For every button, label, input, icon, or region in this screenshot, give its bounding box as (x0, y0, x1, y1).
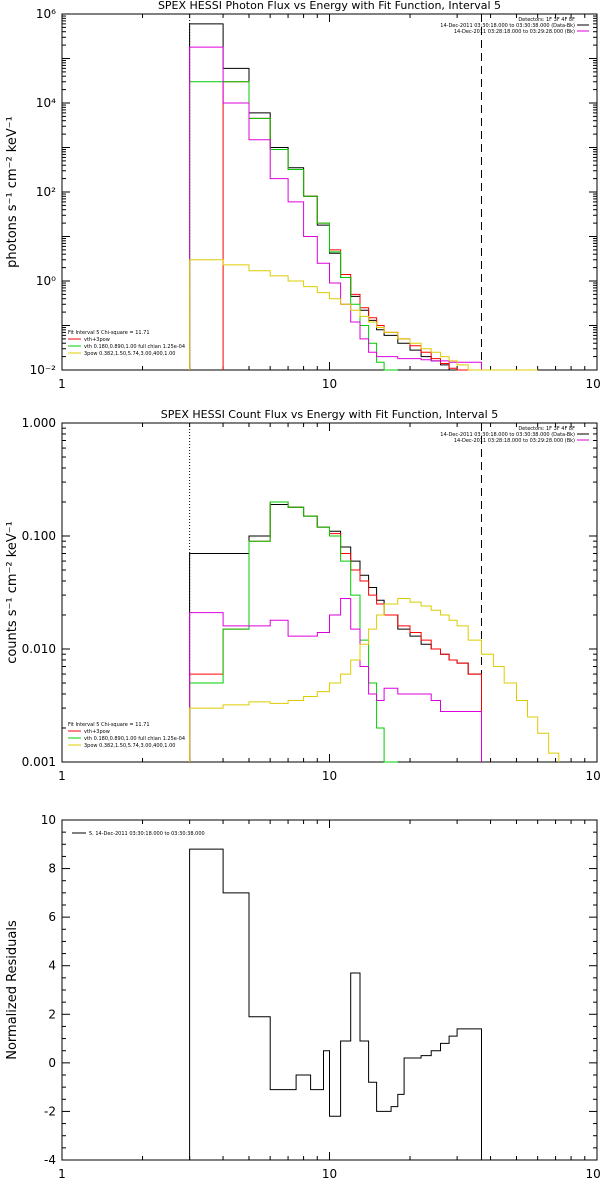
chart-2-legend-top-item: Detectors: 1F 3F 4F 8F (518, 426, 575, 432)
chart-1-legend-top-item: Detectors: 1F 3F 4F 8F (518, 17, 575, 23)
chart-2-legend-bottom-item: vth 0.180,0.890,1.00 full chian 1.25e-04 (84, 736, 185, 742)
chart-1-series-5 (189, 259, 538, 371)
chart-1-legend-bottom-item: vth+3pow (84, 337, 110, 343)
chart-2-xtick-label: 10 (322, 769, 337, 783)
chart-3-xtick-label: 100 (586, 1167, 600, 1181)
chart-1-ytick-label: 10² (36, 185, 56, 199)
chart-2-xtick-label: 100 (586, 769, 600, 783)
chart-3-ytick-label: 10 (41, 813, 56, 827)
chart-1-xtick-label: 10 (322, 377, 337, 391)
chart-3-ytick-label: -2 (44, 1104, 56, 1118)
chart-3-ytick-label: 6 (48, 910, 56, 924)
chart-1-ytick-label: 10⁴ (36, 96, 56, 110)
chart-1-legend-bottom-item: vth 0.180,0.890,1.00 full chian 1.25e-04 (84, 344, 185, 350)
chart-2-series-4 (189, 598, 482, 762)
chart-1-ytick-label: 10⁶ (36, 7, 56, 21)
chart-3-xtick-label: 10 (322, 1167, 337, 1181)
chart-2-ylabel: counts s⁻¹ cm⁻² keV⁻¹ (5, 521, 20, 664)
chart-2-ytick-label: 0.100 (22, 529, 56, 543)
chart-1-xtick-label: 100 (586, 377, 600, 391)
chart-2-xtick-label: 1 (58, 769, 66, 783)
chart-2-series-2 (189, 501, 482, 762)
chart-2-ytick-label: 0.010 (22, 642, 56, 656)
chart-2-series-1 (189, 504, 482, 762)
chart-1-title: SPEX HESSI Photon Flux vs Energy with Fi… (158, 0, 501, 12)
chart-1-legend-top-item: 14-Dec-2011 03:28:18.000 to 03:29:28.000… (454, 29, 575, 35)
chart-2-legend-top-item: 14-Dec-2011 03:28:18.000 to 03:29:28.000… (454, 438, 575, 444)
chart-1-legend-bottom-item: 3pow 0.382,1.50,5.74,3.00,400,1.00 (84, 351, 175, 357)
chart-2-legend-top-item: 14-Dec-2011 03:30:18.000 to 03:30:38.000… (440, 432, 575, 438)
chart-3-series-1 (189, 848, 482, 1160)
chart-1-legend-top-item: 14-Dec-2011 03:30:18.000 to 03:30:38.000… (440, 23, 575, 29)
chart-3-ytick-label: 8 (48, 862, 56, 876)
chart-2-ytick-label: 1.000 (22, 416, 56, 430)
chart-3-ytick-label: -4 (44, 1153, 56, 1167)
chart-1-ylabel: photons s⁻¹ cm⁻² keV⁻¹ (5, 116, 20, 268)
chart-1-frame (61, 13, 598, 371)
chart-1-legend-bottom-item: Fit Interval 5 Chi-square = 11.71 (68, 330, 150, 336)
chart-1-series-1 (189, 23, 482, 371)
chart-2-legend-bottom-item: vth+3pow (84, 729, 110, 735)
chart-2-frame (61, 422, 598, 763)
chart-2-ytick-label: 0.001 (22, 755, 56, 769)
chart-3-ytick-label: 0 (48, 1056, 56, 1070)
chart-2-series-3 (189, 501, 398, 763)
chart-2-legend-bottom-item: Fit Interval 5 Chi-square = 11.71 (68, 722, 150, 728)
chart-1-series-2 (222, 81, 482, 371)
chart-3-ytick-label: 4 (48, 959, 56, 973)
chart-3-legend-item: 5. 14-Dec-2011 03:30:18.000 to 03:30:38.… (89, 831, 205, 837)
chart-2-series-5 (189, 598, 560, 762)
chart-1-series-3 (189, 81, 398, 371)
chart-1-ytick-label: 10⁻² (30, 363, 57, 377)
chart-2-title: SPEX HESSI Count Flux vs Energy with Fit… (161, 408, 498, 421)
chart-1-xtick-label: 1 (58, 377, 66, 391)
chart-3-xtick-label: 1 (58, 1167, 66, 1181)
chart-1-series-4 (189, 46, 482, 370)
chart-3-ylabel: Normalized Residuals (5, 920, 20, 1060)
chart-2-legend-bottom-item: 3pow 0.382,1.50,5.74,3.00,400,1.00 (84, 743, 175, 749)
chart-3-ytick-label: 2 (48, 1007, 56, 1021)
chart-1-ytick-label: 10⁰ (36, 274, 56, 288)
